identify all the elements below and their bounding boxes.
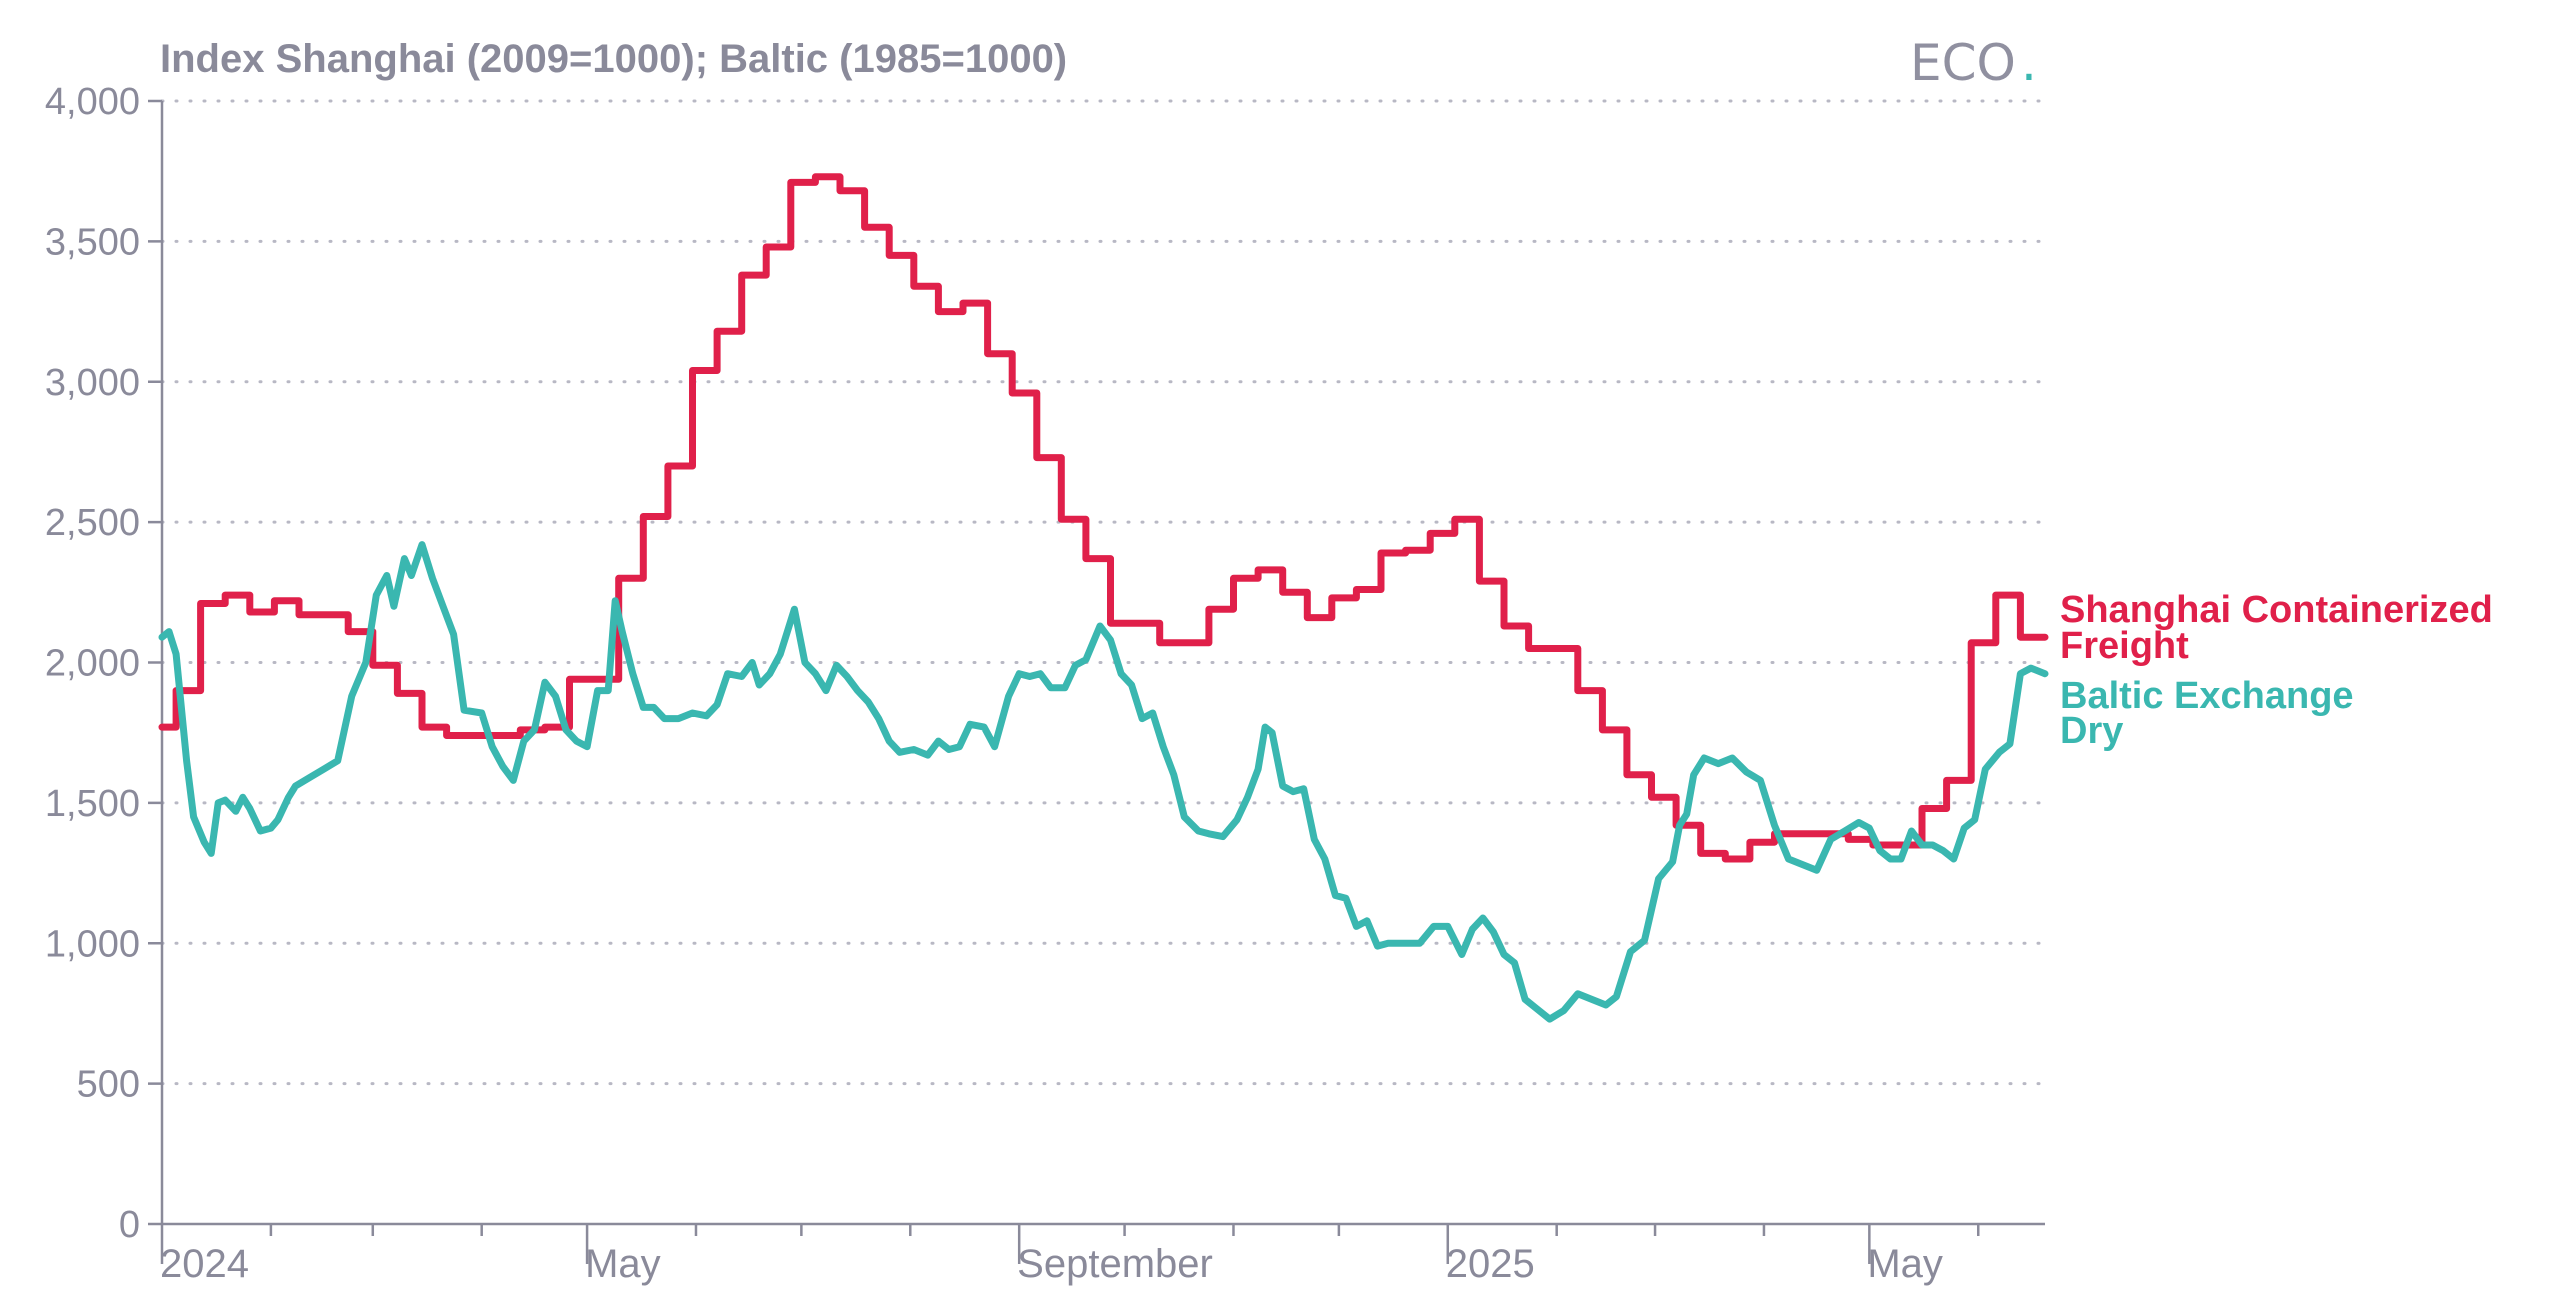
x-tick-label: 2024	[160, 1242, 249, 1286]
x-tick-label: 2025	[1446, 1242, 1535, 1286]
y-tick-label: 2,000	[45, 643, 140, 685]
x-tick-label: May	[585, 1242, 661, 1286]
y-tick-label: 2,500	[45, 502, 140, 544]
series-label-baltic: Baltic Exchange	[2060, 675, 2354, 717]
x-axis: 2024 May September 2025 May	[160, 1222, 2045, 1286]
series-group	[158, 173, 2049, 1023]
y-axis: 0 500 1,000 1,500 2,000 2,500 3,000 3,500 4,000	[45, 81, 164, 1246]
series-line-baltic	[158, 541, 2049, 1023]
chart-subtitle: Index Shanghai (2009=1000); Baltic (1985…	[160, 37, 1067, 81]
brand-logo-dot: .	[2021, 34, 2037, 92]
x-tick-label: May	[1867, 1242, 1943, 1286]
series-label-shanghai: Freight	[2060, 625, 2189, 667]
y-tick-label: 4,000	[45, 81, 140, 123]
y-tick-label: 3,500	[45, 221, 140, 263]
brand-logo: ECO .	[1910, 34, 2037, 92]
x-tick-label: September	[1017, 1242, 1213, 1286]
series-line-shanghai	[158, 173, 2049, 863]
y-tick-label: 500	[77, 1064, 140, 1106]
series-label-baltic: Dry	[2060, 710, 2123, 752]
y-tick-label: 1,000	[45, 923, 140, 965]
y-tick-label: 3,000	[45, 362, 140, 404]
brand-logo-text: ECO	[1910, 34, 2016, 92]
y-tick-label: 0	[119, 1204, 140, 1246]
gridlines	[160, 99, 2047, 1086]
y-tick-label: 1,500	[45, 783, 140, 825]
series-label-shanghai: Shanghai Containerized	[2060, 589, 2493, 631]
